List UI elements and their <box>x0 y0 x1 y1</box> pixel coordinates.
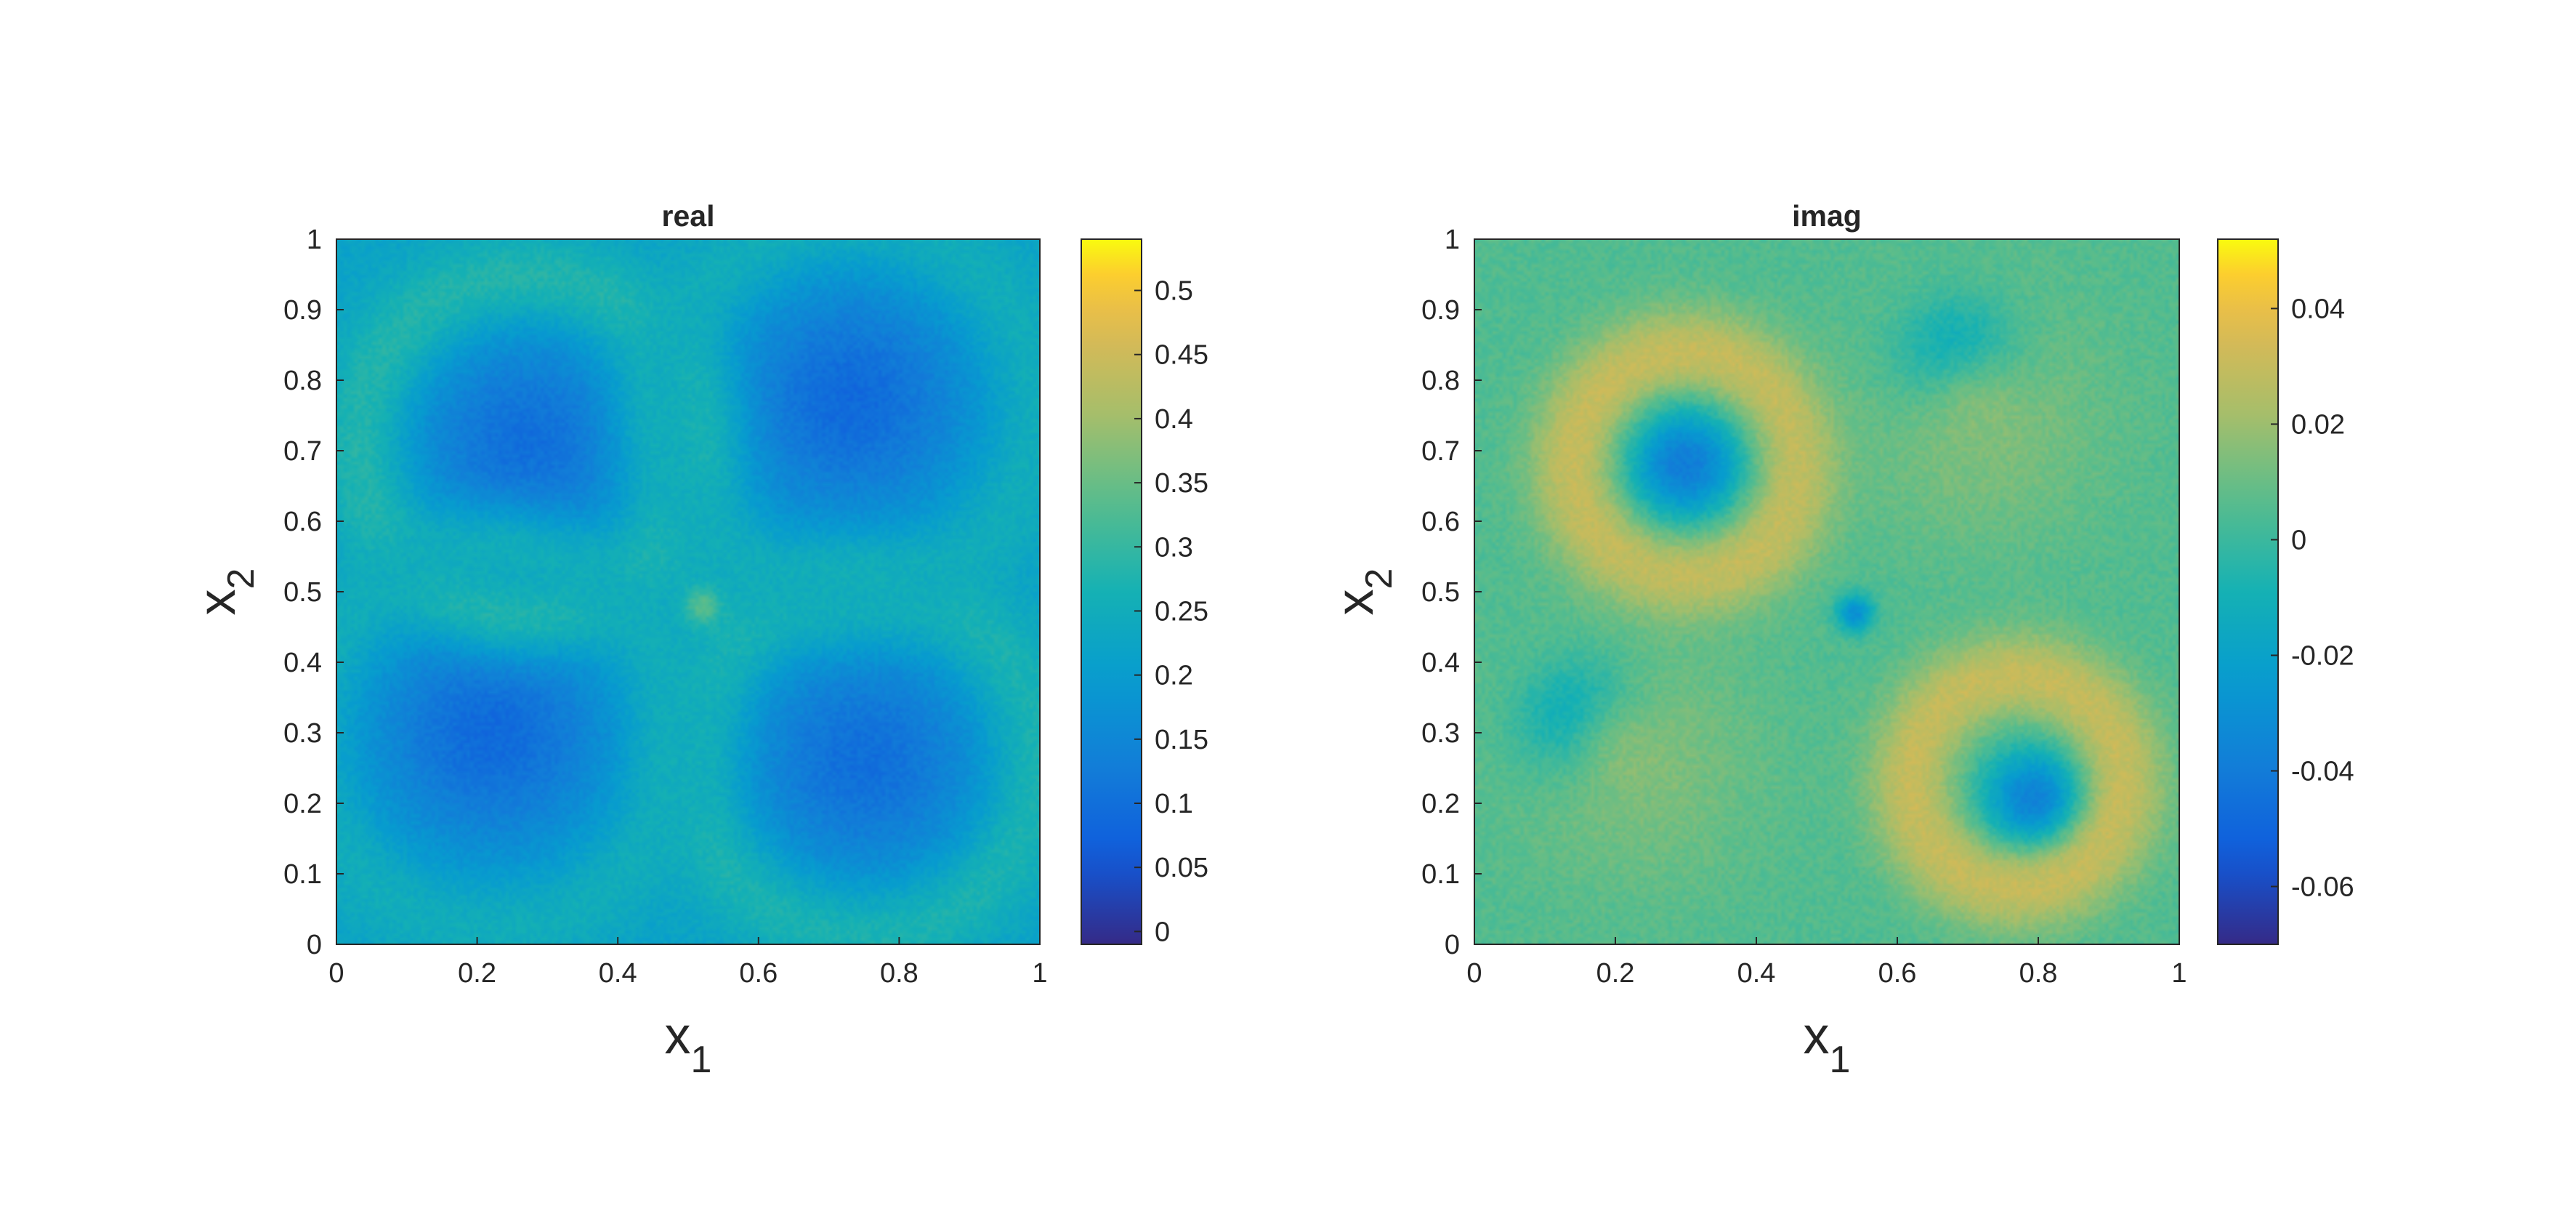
y-tick-label: 0.2 <box>283 789 322 819</box>
y-tick-label: 0.1 <box>283 859 322 890</box>
y-tick-label: 0 <box>307 930 322 960</box>
y-tick-label: 1 <box>1445 225 1460 255</box>
colorbar-tick-label: 0.35 <box>1155 468 1208 499</box>
colorbar-tick-label: 0.4 <box>1155 404 1193 435</box>
x-tick-label: 0 <box>328 958 344 989</box>
colorbar-tick-label: 0.25 <box>1155 596 1208 627</box>
colorbar-tick-label: 0.02 <box>2291 409 2345 440</box>
y-tick-label: 0.5 <box>1421 577 1460 608</box>
y-tick-label: 0.6 <box>1421 507 1460 537</box>
colorbar-tick-label: -0.04 <box>2291 756 2354 787</box>
x-tick-label: 1 <box>1032 958 1047 989</box>
colorbar-tick-label: 0.5 <box>1155 276 1193 307</box>
y-tick-label: 0.5 <box>283 577 322 608</box>
heatmap-panel-real: 0 0.2 0.4 0.6 0.8 1 0 0.1 0.2 0.3 0.4 0.5 0.6 0.7 0.8 0… <box>188 199 1208 1081</box>
y-axis-label: x2 <box>1326 568 1400 616</box>
colorbar-tick-label: 0.45 <box>1155 340 1208 371</box>
colorbar-tick-label: -0.06 <box>2291 872 2354 902</box>
x-tick-label: 0.2 <box>1596 958 1635 989</box>
colorbar-tick-label: 0 <box>1155 917 1170 947</box>
y-tick-label: 0.8 <box>1421 366 1460 396</box>
x-axis-label: x1 <box>665 1007 712 1081</box>
colorbar <box>1081 238 1142 945</box>
y-tick-label: 0.3 <box>1421 718 1460 749</box>
colorbar-tick-label: 0 <box>2291 525 2306 555</box>
y-tick-label: 0.9 <box>1421 295 1460 326</box>
colorbar-tick-label: 0.15 <box>1155 725 1208 755</box>
x-tick-label: 0.4 <box>1737 958 1776 989</box>
y-tick-label: 1 <box>307 225 322 255</box>
x-tick-label: 0.6 <box>1878 958 1917 989</box>
heatmap-image <box>1474 239 2179 944</box>
y-tick-label: 0.8 <box>283 366 322 396</box>
heatmap-image <box>336 239 1040 944</box>
x-tick-label: 0.6 <box>739 958 778 989</box>
colorbar <box>2217 238 2279 945</box>
y-tick-label: 0 <box>1445 930 1460 960</box>
x-tick-label: 0.8 <box>880 958 918 989</box>
x-tick-label: 0.2 <box>458 958 496 989</box>
y-tick-label: 0.1 <box>1421 859 1460 890</box>
colorbar-tick-label: 0.1 <box>1155 789 1193 819</box>
colorbar-tick-label: 0.3 <box>1155 532 1193 563</box>
colorbar-tick-label: -0.02 <box>2291 640 2354 671</box>
heatmap-panel-imag: 0 0.2 0.4 0.6 0.8 1 0 0.1 0.2 0.3 0.4 0.5 0.6 0.7 0.8 0… <box>1326 199 2354 1081</box>
x-tick-label: 0.8 <box>2019 958 2058 989</box>
y-tick-label: 0.4 <box>1421 648 1460 678</box>
x-tick-label: 0 <box>1466 958 1482 989</box>
chart-title: imag <box>1792 199 1862 233</box>
y-tick-label: 0.2 <box>1421 789 1460 819</box>
chart-title: real <box>662 199 715 233</box>
x-tick-label: 1 <box>2171 958 2187 989</box>
colorbar-tick-label: 0.2 <box>1155 661 1193 691</box>
colorbar-tick-label: 0.04 <box>2291 294 2345 324</box>
y-tick-label: 0.6 <box>283 507 322 537</box>
y-tick-label: 0.7 <box>1421 436 1460 467</box>
y-tick-label: 0.9 <box>283 295 322 326</box>
y-tick-label: 0.7 <box>283 436 322 467</box>
colorbar-tick-label: 0.05 <box>1155 853 1208 883</box>
x-axis-label: x1 <box>1804 1007 1851 1081</box>
y-tick-label: 0.3 <box>283 718 322 749</box>
x-tick-label: 0.4 <box>599 958 637 989</box>
y-axis-label: x2 <box>188 568 262 616</box>
y-tick-label: 0.4 <box>283 648 322 678</box>
